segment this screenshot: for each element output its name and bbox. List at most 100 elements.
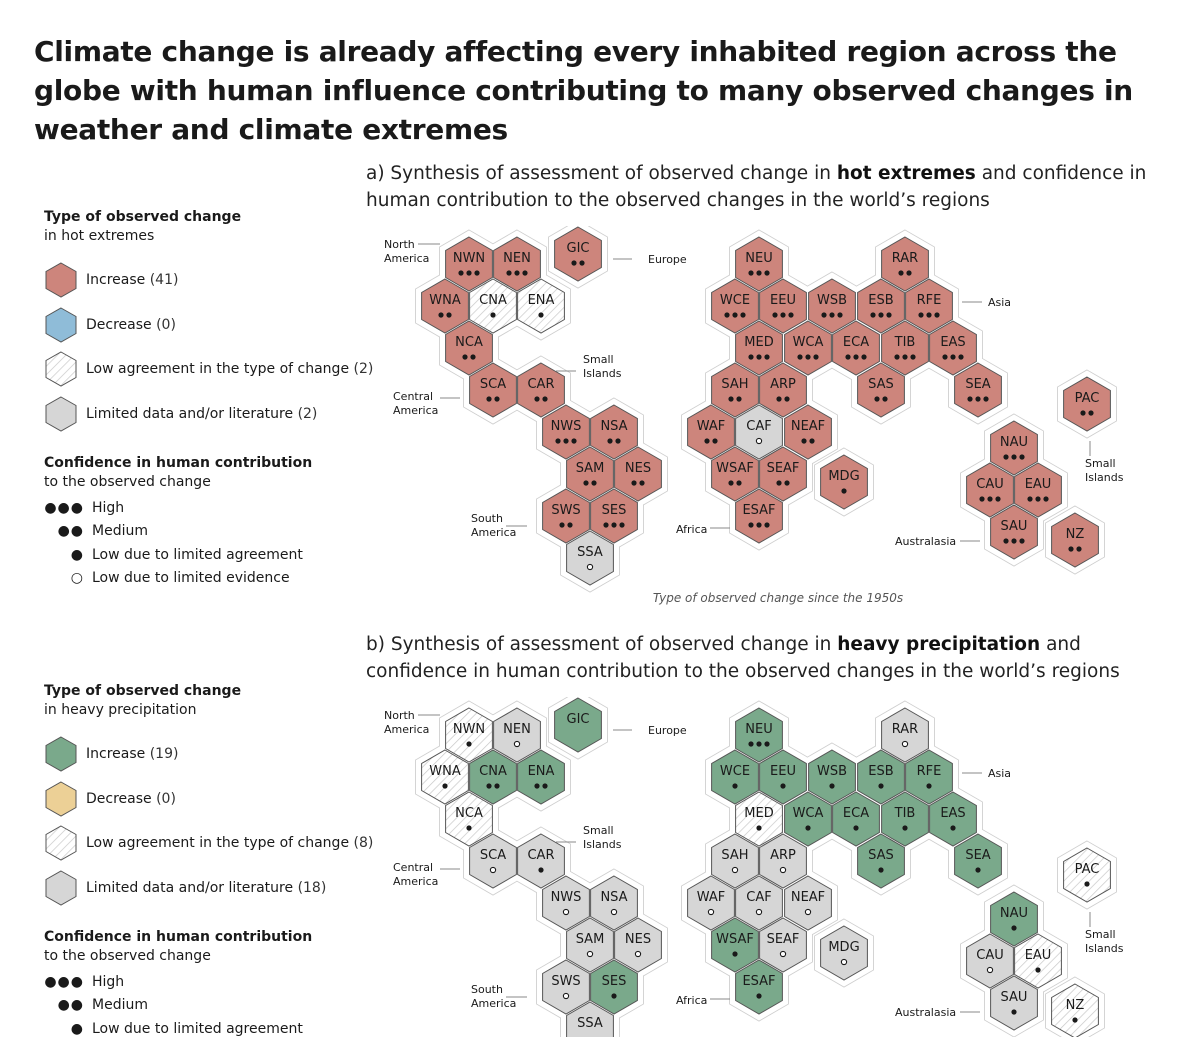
region-code: PAC xyxy=(1075,862,1100,877)
dot-icon xyxy=(1072,1017,1078,1023)
region-code: RAR xyxy=(892,251,918,266)
area-label-text: Europe xyxy=(648,724,687,737)
area-label-text: Central America xyxy=(393,390,438,417)
region-hexagon-eca: ECA xyxy=(832,320,880,376)
hexagon-shape xyxy=(590,875,638,931)
dot-icon xyxy=(748,354,754,360)
headline: Climate change is already affecting ever… xyxy=(34,35,1133,146)
region-code: SAU xyxy=(1001,519,1028,534)
region-hexagon-wna: WNA xyxy=(421,749,469,805)
region-code: SAS xyxy=(868,377,894,392)
panel-b-title: b) Synthesis of assessment of observed c… xyxy=(366,631,1166,685)
hexagon-shape xyxy=(905,278,953,334)
area-label-text: Asia xyxy=(988,296,1011,309)
region-code: NWN xyxy=(453,722,485,737)
dot-icon xyxy=(837,312,843,318)
region-hexagon-nca: NCA xyxy=(445,791,493,847)
dot-icon xyxy=(926,783,932,789)
region-hexagon-sah: SAH xyxy=(711,833,759,889)
legend-label: Limited data and/or literature xyxy=(86,405,294,422)
dot-icon xyxy=(975,396,981,402)
open-dot-icon xyxy=(755,908,763,916)
dot-icon xyxy=(542,396,548,402)
area-label: Europe xyxy=(613,253,687,266)
dot-icon xyxy=(736,396,742,402)
area-label: Australasia xyxy=(895,535,980,548)
region-hexagon-sca: SCA xyxy=(469,833,517,889)
region-code: SSA xyxy=(577,1016,603,1031)
region-hexagon-arp: ARP xyxy=(759,362,807,418)
region-code: ESAF xyxy=(742,503,775,518)
hexagon-shape xyxy=(711,278,759,334)
confidence-label: Low due to limited evidence xyxy=(92,570,290,587)
region-hexagon-nes: NES xyxy=(614,446,662,502)
hexagon-shape xyxy=(517,833,565,889)
region-hexagon-sau: SAU xyxy=(990,504,1038,560)
dot-icon xyxy=(712,438,718,444)
region-hexagon-tib: TIB xyxy=(881,320,929,376)
hexagon-shape xyxy=(687,404,735,460)
dot-icon xyxy=(886,312,892,318)
confidence-subtitle: to the observed change xyxy=(44,948,211,964)
area-label: Central America xyxy=(393,390,460,417)
hexagon-shape xyxy=(966,933,1014,989)
region-hexagon-wca: WCA xyxy=(784,320,832,376)
region-code: NZ xyxy=(1066,527,1085,542)
dot-icon xyxy=(975,867,981,873)
dot-icon xyxy=(983,396,989,402)
legend-item-decrease: Decrease (0) xyxy=(44,777,374,822)
region-code: NEN xyxy=(503,251,531,266)
hexagon-shape xyxy=(566,446,614,502)
dot-icon xyxy=(776,480,782,486)
panel-title-text: a) Synthesis of assessment of observed c… xyxy=(366,163,837,184)
dot-icon xyxy=(861,354,867,360)
hexagon-shape xyxy=(517,749,565,805)
region-hexagon-rfe: RFE xyxy=(905,278,953,334)
region-hexagon-wsb: WSB xyxy=(808,278,856,334)
area-label: Small Islands xyxy=(556,824,622,851)
dot-icon xyxy=(788,312,794,318)
dot-icon: ● xyxy=(70,546,84,563)
dot-icon xyxy=(563,438,569,444)
region-hexagon-sam: SAM xyxy=(566,917,614,973)
open-dot-icon xyxy=(779,866,787,874)
region-code: SEA xyxy=(965,848,990,863)
dot-icon xyxy=(466,270,472,276)
area-label-text: Small Islands xyxy=(1085,928,1124,955)
dot-icon xyxy=(704,438,710,444)
region-hexagon-nws: NWS xyxy=(542,875,590,931)
dot-icon xyxy=(950,825,956,831)
confidence-label: High xyxy=(92,973,125,990)
open-dot-icon xyxy=(586,950,594,958)
dot-icon xyxy=(1003,454,1009,460)
hexagon-swatch-icon xyxy=(45,307,77,343)
region-hexagon-cau: CAU xyxy=(966,933,1014,989)
hexagon-swatch-icon xyxy=(45,736,77,772)
confidence-label: Low due to limited agreement xyxy=(92,546,303,563)
region-hexagon-nwn: NWN xyxy=(445,707,493,763)
dot-icon xyxy=(559,522,565,528)
hexagon-shape xyxy=(820,925,868,981)
open-dot-icon xyxy=(707,908,715,916)
region-code: ARP xyxy=(770,848,796,863)
hexagon-shape xyxy=(590,404,638,460)
dot-icon xyxy=(466,741,472,747)
dot-icon xyxy=(764,741,770,747)
region-hexagon-nwn: NWN xyxy=(445,236,493,292)
region-hexagon-ena: ENA xyxy=(517,749,565,805)
dot-icon xyxy=(555,438,561,444)
dot-icon xyxy=(853,825,859,831)
region-hexagon-esb: ESB xyxy=(857,278,905,334)
region-code: NEU xyxy=(745,722,772,737)
dot-icon xyxy=(732,783,738,789)
region-code: CAR xyxy=(527,848,554,863)
region-hexagon-neu: NEU xyxy=(735,236,783,292)
region-hexagon-wca: WCA xyxy=(784,791,832,847)
region-hexagon-med: MED xyxy=(735,791,783,847)
hexagon-shape xyxy=(517,362,565,418)
area-label-text: Small Islands xyxy=(1085,457,1124,484)
hexagon-shape xyxy=(759,362,807,418)
hexagon-shape xyxy=(857,362,905,418)
region-code: ENA xyxy=(528,764,555,779)
region-code: ESB xyxy=(868,293,893,308)
